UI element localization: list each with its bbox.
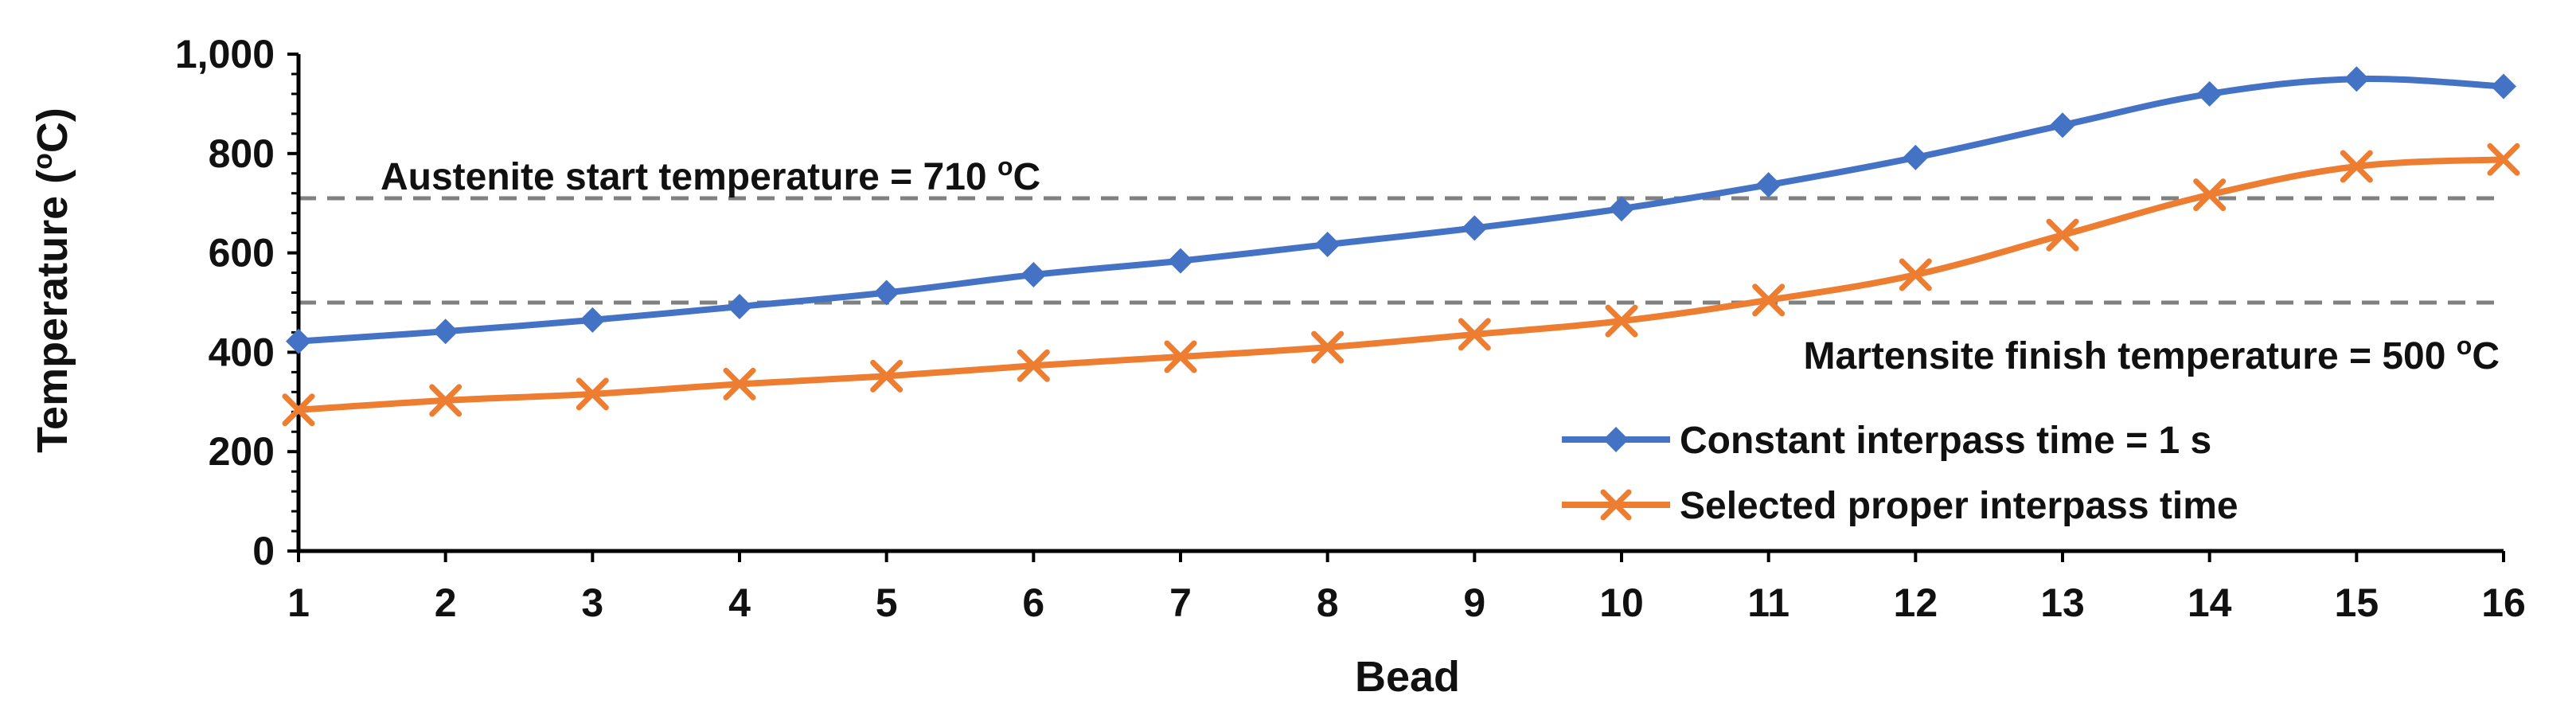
data-point-diamond	[727, 293, 752, 319]
data-point-x	[282, 393, 315, 427]
x-tick-label: 12	[1894, 580, 1938, 625]
x-tick-label: 7	[1169, 580, 1192, 625]
y-tick-label: 400	[209, 330, 275, 374]
x-tick-label: 15	[2335, 580, 2379, 625]
x-tick-label: 4	[728, 580, 751, 625]
x-axis-title: Bead	[1355, 653, 1460, 701]
legend-label-selected: Selected proper interpass time	[1680, 485, 2238, 527]
data-point-x	[1899, 258, 1932, 291]
data-point-diamond	[580, 307, 606, 333]
data-point-x	[1605, 304, 1638, 338]
y-tick-label: 600	[209, 231, 275, 276]
data-point-x-stroke	[576, 377, 609, 411]
series-line-0	[298, 76, 2504, 345]
data-point-x	[2046, 218, 2079, 252]
y-axis-title-text: Temperature (	[29, 170, 76, 453]
x-tick-label: 6	[1022, 580, 1044, 625]
data-point-diamond	[1609, 196, 1634, 222]
y-tick-label: 0	[252, 529, 275, 573]
y-axis-title-degree: o	[28, 153, 58, 170]
x-tick-label: 8	[1317, 580, 1339, 625]
data-point-x	[723, 367, 756, 401]
x-tick-label: 9	[1463, 580, 1485, 625]
data-point-x	[2487, 143, 2520, 176]
data-point-x-stroke	[870, 359, 904, 393]
data-point-x-stroke	[2193, 178, 2227, 212]
austenite-start-annotation: Austenite start temperature = 710 oC	[381, 152, 1040, 198]
x-tick-label: 11	[1747, 580, 1790, 625]
data-point-x	[1164, 340, 1197, 373]
y-axis-title-unit: C)	[29, 107, 76, 153]
data-point-x	[1752, 283, 1786, 317]
austenite-annotation-degree: o	[997, 152, 1013, 181]
data-point-diamond	[1462, 215, 1488, 241]
data-point-x	[1017, 349, 1050, 382]
data-point-x-stroke	[1311, 330, 1345, 364]
x-tick-label: 10	[1599, 580, 1644, 625]
reference-lines	[299, 196, 2504, 305]
y-tick-label: 800	[209, 131, 275, 176]
data-point-diamond	[873, 279, 900, 306]
data-point-x-stroke	[1458, 318, 1491, 351]
x-tick-label: 3	[581, 580, 603, 625]
data-point-x-stroke	[1164, 340, 1197, 373]
data-point-diamond	[2344, 66, 2370, 92]
data-point-diamond	[286, 328, 311, 354]
data-point-x	[870, 359, 904, 393]
data-point-diamond	[1168, 248, 1193, 274]
x-tick-label: 5	[876, 580, 898, 625]
data-point-x-stroke	[1605, 304, 1638, 338]
series-layer	[282, 66, 2520, 427]
series-line-1	[298, 156, 2504, 413]
data-point-x-stroke	[1752, 283, 1786, 317]
data-point-diamond	[1755, 172, 1782, 198]
legend-marker-x	[1600, 489, 1632, 521]
data-point-x	[429, 384, 463, 417]
data-point-x-stroke	[429, 384, 463, 417]
data-point-diamond	[432, 319, 459, 345]
data-point-x	[2193, 178, 2227, 212]
data-point-x-stroke	[2487, 143, 2520, 176]
x-tick-label: 16	[2481, 580, 2526, 625]
legend-label-constant: Constant interpass time = 1 s	[1680, 420, 2211, 462]
data-point-x	[1311, 330, 1345, 364]
martensite-annotation-text: Martensite finish temperature = 500	[1803, 335, 2456, 377]
data-point-diamond	[2196, 80, 2223, 107]
x-tick-label: 1	[287, 580, 310, 625]
data-point-diamond	[2050, 112, 2075, 139]
y-tick-label: 1,000	[175, 32, 275, 76]
data-point-x-stroke	[282, 393, 315, 427]
data-point-x-stroke	[2046, 218, 2079, 252]
x-tick-label: 14	[2188, 580, 2232, 625]
data-point-x	[2340, 150, 2373, 183]
x-tick-label: 2	[435, 580, 457, 625]
austenite-annotation-text: Austenite start temperature = 710	[381, 156, 997, 198]
data-point-x-stroke	[723, 367, 756, 401]
data-point-x-stroke	[1017, 349, 1050, 382]
legend-marker-diamond	[1603, 427, 1629, 452]
data-point-x	[1458, 318, 1491, 351]
martensite-annotation-unit: C	[2472, 335, 2500, 377]
data-point-x-stroke	[1899, 258, 1932, 291]
data-point-x-stroke	[2340, 150, 2373, 183]
data-point-x	[576, 377, 609, 411]
y-tick-label: 200	[209, 429, 275, 474]
x-tick-label: 13	[2040, 580, 2085, 625]
data-point-diamond	[1314, 231, 1341, 257]
legend: Constant interpass time = 1 s Selected p…	[1562, 420, 2238, 527]
austenite-annotation-unit: C	[1013, 156, 1041, 198]
data-point-diamond	[1903, 144, 1929, 170]
data-point-diamond	[2491, 73, 2516, 100]
y-axis-title: Temperature (oC)	[28, 107, 76, 453]
martensite-annotation-degree: o	[2457, 331, 2473, 360]
martensite-finish-annotation: Martensite finish temperature = 500 oC	[1803, 331, 2500, 377]
data-point-diamond	[1021, 262, 1047, 288]
